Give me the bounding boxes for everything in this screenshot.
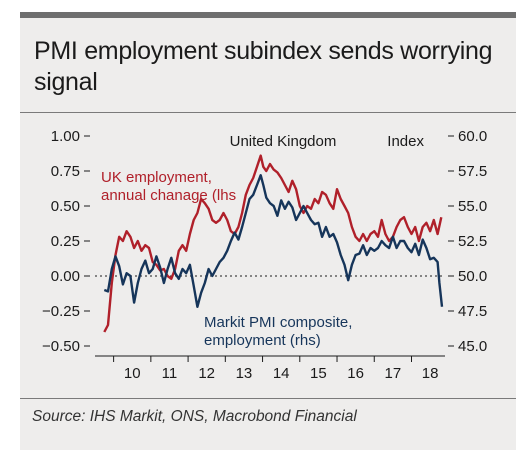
left-tick-label: −0.50 xyxy=(42,338,80,355)
right-tick-label: 45.0 xyxy=(458,338,487,355)
x-tick-label: 17 xyxy=(385,365,402,382)
left-tick-label: −0.25 xyxy=(42,303,80,320)
source-divider xyxy=(20,398,516,399)
uk-employment-annotation-line1: UK employment, xyxy=(101,169,212,186)
left-tick-label: 0.50 xyxy=(51,198,80,215)
chart-panel: PMI employment subindex sends worrying s… xyxy=(20,12,516,450)
x-tick-label: 10 xyxy=(124,365,141,382)
top-accent-bar xyxy=(20,12,516,18)
right-axis-label: Index xyxy=(387,133,424,150)
right-tick-label: 52.5 xyxy=(458,233,487,250)
x-tick-label: 11 xyxy=(162,365,178,382)
chart-title: PMI employment subindex sends worrying s… xyxy=(34,37,493,96)
left-tick-label: 0.00 xyxy=(51,268,80,285)
left-tick-label: 0.75 xyxy=(51,163,80,180)
x-tick-label: 18 xyxy=(422,365,439,382)
pmi-annotation-line1: Markit PMI composite, xyxy=(204,314,352,331)
left-axis: 1.00 0.75 0.50 0.25 0.00 −0.25 −0.50 xyxy=(42,128,90,355)
left-tick-label: 1.00 xyxy=(51,128,80,145)
right-tick-label: 55.0 xyxy=(458,198,487,215)
right-tick-label: 57.5 xyxy=(458,163,487,180)
x-tick-label: 12 xyxy=(198,365,215,382)
right-axis: 60.0 57.5 55.0 52.5 50.0 47.5 45.0 xyxy=(448,128,487,355)
title-divider xyxy=(20,112,516,113)
right-tick-label: 50.0 xyxy=(458,268,487,285)
right-tick-label: 60.0 xyxy=(458,128,487,145)
x-tick-label: 13 xyxy=(236,365,253,382)
pmi-annotation-line2: employment (rhs) xyxy=(204,332,321,349)
x-axis: 10 11 12 13 14 15 16 17 18 xyxy=(95,355,445,382)
pmi-employment-line xyxy=(103,174,444,308)
x-tick-label: 15 xyxy=(310,365,327,382)
x-tick-label: 14 xyxy=(273,365,290,382)
x-tick-label: 16 xyxy=(347,365,364,382)
uk-employment-annotation-line2: annual chanage (lhs xyxy=(101,187,236,204)
right-tick-label: 47.5 xyxy=(458,303,487,320)
left-tick-label: 0.25 xyxy=(51,233,80,250)
source-note: Source: IHS Markit, ONS, Macrobond Finan… xyxy=(32,408,357,425)
plot-title: United Kingdom xyxy=(230,133,337,150)
